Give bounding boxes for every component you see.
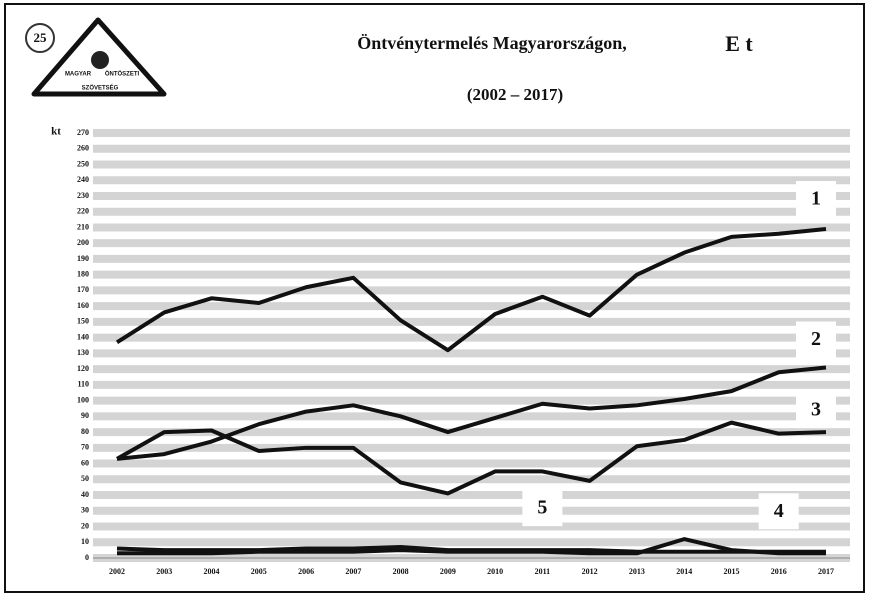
series-label-box [758, 493, 799, 530]
y-axis-label: kt [51, 126, 61, 138]
y-tick-label: 10 [81, 537, 89, 546]
x-tick-label: 2005 [251, 567, 267, 576]
series-label-box [796, 392, 836, 429]
title-unit: E t [725, 31, 753, 56]
x-tick-label: 2006 [298, 567, 314, 576]
line-series [116, 544, 826, 554]
x-tick-label: 2007 [345, 567, 361, 576]
y-tick-label: 140 [77, 332, 89, 341]
y-tick-label: 220 [77, 207, 89, 216]
unit-box [698, 20, 780, 70]
x-tick-label: 2002 [109, 567, 125, 576]
series-label: 5 [537, 497, 547, 519]
y-tick-label: 200 [77, 238, 89, 247]
logo-badge [25, 23, 55, 53]
y-tick-label: 0 [85, 553, 89, 562]
y-tick-label: 110 [77, 380, 89, 389]
y-tick-label: 150 [77, 317, 89, 326]
logo-text: MAGYAR [65, 72, 92, 78]
series-label: 4 [774, 500, 784, 522]
logo-figure [91, 51, 109, 69]
x-tick-label: 2014 [676, 567, 692, 576]
x-tick-label: 2013 [629, 567, 645, 576]
x-tick-label: 2012 [582, 567, 598, 576]
x-tick-label: 2016 [771, 567, 787, 576]
logo-text: SZÖVETSÉG [82, 84, 119, 92]
y-tick-label: 230 [77, 191, 89, 200]
y-tick-label: 50 [81, 474, 89, 483]
y-tick-label: 20 [81, 521, 89, 530]
series-label-box [796, 181, 836, 218]
series-label: 3 [811, 399, 821, 421]
y-tick-label: 70 [81, 443, 89, 452]
y-tick-label: 130 [77, 348, 89, 357]
line-series [116, 420, 827, 496]
line-series [116, 365, 827, 461]
x-tick-label: 2017 [818, 567, 834, 576]
x-tick-label: 2003 [156, 567, 172, 576]
y-tick-label: 90 [81, 411, 89, 420]
y-tick-label: 210 [77, 222, 89, 231]
x-tick-label: 2010 [487, 567, 503, 576]
x-tick-label: 2009 [440, 567, 456, 576]
series-label: 2 [811, 328, 821, 350]
x-tick-label: 2008 [393, 567, 409, 576]
y-tick-label: 120 [77, 364, 89, 373]
y-tick-label: 60 [81, 458, 89, 467]
series-label: 1 [811, 188, 821, 210]
chart-title: Öntvénytermelés Magyarországon, [357, 33, 627, 53]
x-tick-label: 2011 [535, 567, 551, 576]
logo-text: ÖNTÖSZETI [105, 71, 140, 78]
series-label-box [796, 321, 836, 358]
y-tick-label: 250 [77, 159, 89, 168]
y-tick-label: 240 [77, 175, 89, 184]
line-series [115, 227, 827, 353]
logo: 25 MAGYAR ÖNTÖSZETI SZÖVETSÉG [16, 12, 174, 102]
y-tick-label: 80 [81, 427, 89, 436]
x-tick-label: 2004 [204, 567, 220, 576]
y-tick-label: 160 [77, 301, 89, 310]
series-label-box [522, 490, 563, 527]
x-tick-label: 2015 [723, 567, 739, 576]
y-tick-label: 180 [77, 269, 89, 278]
chart-subtitle: (2002 – 2017) [467, 85, 563, 104]
y-tick-label: 100 [77, 395, 89, 404]
y-tick-label: 170 [77, 285, 89, 294]
logo-badge-text: 25 [34, 30, 48, 45]
y-tick-label: 260 [77, 144, 89, 153]
y-tick-label: 40 [81, 490, 89, 499]
y-tick-label: 30 [81, 506, 89, 515]
y-tick-label: 270 [77, 128, 89, 137]
logo-triangle [31, 17, 167, 97]
y-tick-label: 190 [77, 254, 89, 263]
